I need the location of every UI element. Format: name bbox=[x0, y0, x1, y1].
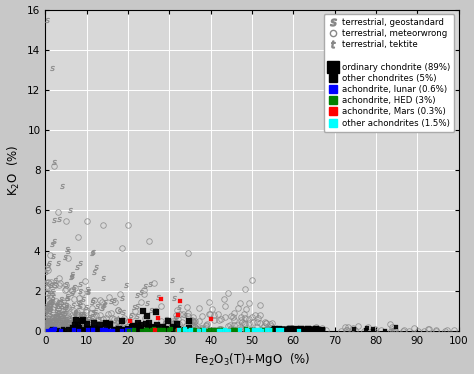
Y-axis label: $\rm K_2O$  (%): $\rm K_2O$ (%) bbox=[6, 144, 22, 196]
Legend: terrestrial, geostandard, terrestrial, meteorwrong, terrestrial, tektite, , ordi: terrestrial, geostandard, terrestrial, m… bbox=[324, 14, 454, 132]
X-axis label: $\rm Fe_2O_3(T){+}MgO$  (%): $\rm Fe_2O_3(T){+}MgO$ (%) bbox=[194, 352, 310, 368]
